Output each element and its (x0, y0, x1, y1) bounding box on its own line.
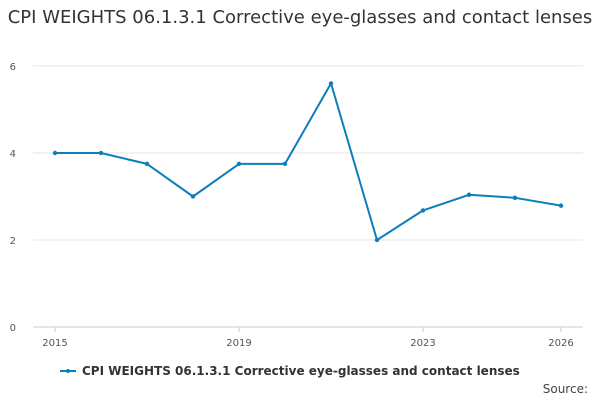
x-tick-label: 2026 (548, 338, 573, 349)
x-tick-label: 2023 (410, 338, 435, 349)
data-point[interactable] (512, 195, 518, 201)
legend-label: CPI WEIGHTS 06.1.3.1 Corrective eye-glas… (82, 364, 520, 378)
data-point[interactable] (328, 81, 334, 86)
legend[interactable]: CPI WEIGHTS 06.1.3.1 Corrective eye-glas… (60, 364, 520, 378)
data-point[interactable] (374, 237, 380, 243)
x-tick-label: 2019 (226, 338, 251, 349)
y-tick-label: 2 (10, 236, 16, 247)
chart-title: CPI WEIGHTS 06.1.3.1 Corrective eye-glas… (7, 7, 593, 28)
legend-line-icon (60, 366, 76, 376)
source-label: Source: (542, 382, 588, 396)
data-point[interactable] (558, 203, 564, 208)
data-point[interactable] (144, 161, 150, 167)
series-group (52, 81, 564, 243)
data-point[interactable] (466, 192, 472, 197)
y-tick-label: 4 (10, 149, 16, 160)
x-tick-label: 2015 (42, 338, 67, 349)
data-point[interactable] (236, 161, 242, 167)
data-point[interactable] (190, 194, 196, 199)
data-point[interactable] (98, 150, 104, 156)
gridlines (33, 65, 583, 328)
data-point[interactable] (420, 208, 426, 213)
data-point[interactable] (52, 150, 58, 156)
y-tick-label: 6 (10, 62, 16, 73)
x-tick-labels: 2015 2019 2023 2026 (42, 327, 574, 349)
y-tick-labels: 0 2 4 6 (10, 62, 16, 334)
data-point[interactable] (282, 161, 288, 167)
series-line-0 (55, 82, 562, 241)
y-tick-label: 0 (10, 323, 16, 334)
